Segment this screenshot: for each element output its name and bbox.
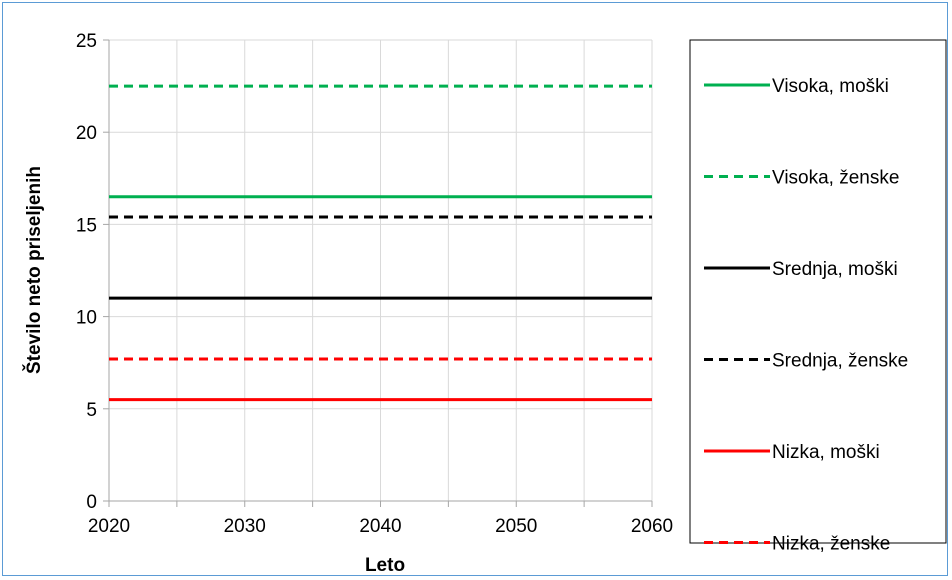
y-tick-label: 0 (86, 492, 97, 513)
y-tick-label: 15 (76, 215, 97, 236)
legend-label: Visoka, ženske (772, 168, 899, 189)
y-tick-label: 20 (76, 123, 97, 144)
legend-label: Nizka, ženske (772, 534, 890, 555)
x-tick-label: 2040 (359, 516, 401, 537)
y-tick-label: 25 (76, 31, 97, 52)
x-tick-label: 2020 (88, 516, 130, 537)
x-tick-labels: 2020 2030 2040 2050 2060 (88, 516, 673, 537)
legend-label: Nizka, moški (772, 442, 880, 463)
legend-label: Srednja, ženske (772, 351, 908, 372)
x-tick-label: 2030 (224, 516, 266, 537)
y-axis-title: Število neto priseljenih (23, 166, 45, 374)
y-tick-label: 5 (86, 400, 97, 421)
legend-label: Visoka, moški (772, 76, 889, 97)
x-tick-label: 2050 (495, 516, 537, 537)
y-tick-labels: 0 5 10 15 20 25 (76, 31, 97, 513)
x-tick-label: 2060 (631, 516, 673, 537)
y-tick-label: 10 (76, 308, 97, 329)
series-group (109, 84, 652, 402)
axes (103, 39, 653, 507)
legend-label: Srednja, moški (772, 259, 898, 280)
legend: Visoka, moški Visoka, ženske Srednja, mošk… (704, 76, 908, 555)
legend-box (689, 39, 947, 544)
grid (109, 39, 653, 501)
x-axis-title: Leto (365, 555, 405, 576)
